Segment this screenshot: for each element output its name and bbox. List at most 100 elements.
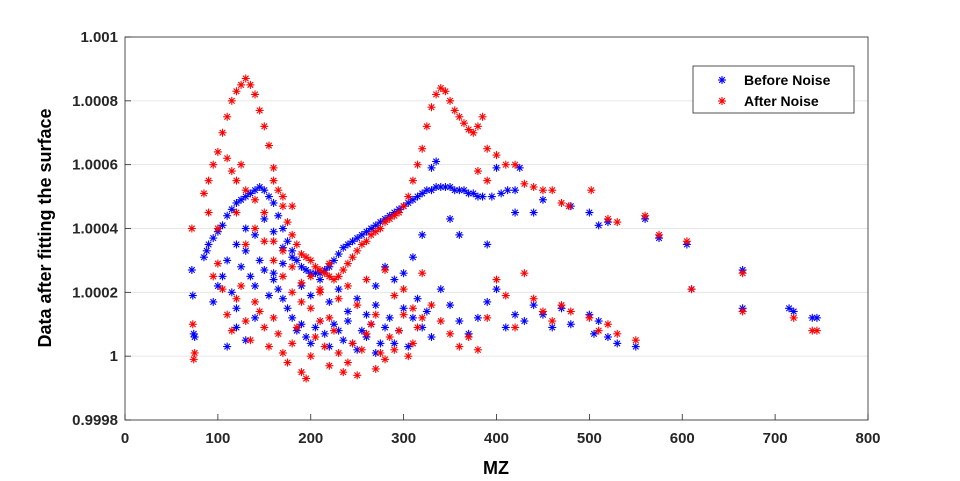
data-point — [418, 230, 427, 239]
data-point — [302, 374, 311, 383]
data-point — [204, 240, 213, 249]
data-point — [564, 202, 573, 211]
data-point — [404, 352, 413, 361]
data-point — [297, 278, 306, 287]
data-point — [297, 368, 306, 377]
data-point — [682, 237, 691, 246]
y-tick-label: 1.0008 — [72, 93, 118, 110]
data-point — [390, 211, 399, 220]
data-point — [334, 294, 343, 303]
data-point — [418, 269, 427, 278]
data-point — [255, 307, 264, 316]
data-point — [209, 297, 218, 306]
y-tick-label: 0.9998 — [72, 412, 118, 429]
data-point — [446, 329, 455, 338]
data-point — [399, 285, 408, 294]
data-point — [223, 310, 232, 319]
data-point — [232, 240, 241, 249]
data-point — [232, 294, 241, 303]
data-point — [464, 189, 473, 198]
data-point — [353, 301, 362, 310]
data-point — [418, 313, 427, 322]
data-point — [251, 224, 260, 233]
data-point — [390, 291, 399, 300]
data-point — [334, 250, 343, 259]
data-point — [278, 294, 287, 303]
data-point — [492, 151, 501, 160]
data-point — [812, 326, 821, 335]
data-point — [459, 186, 468, 195]
data-point — [283, 237, 292, 246]
data-point — [213, 147, 222, 156]
data-point — [483, 313, 492, 322]
data-point — [422, 307, 431, 316]
data-point — [585, 208, 594, 217]
data-point — [432, 183, 441, 192]
data-point — [436, 317, 445, 326]
data-point — [204, 208, 213, 217]
y-tick-label: 1.0004 — [72, 221, 119, 238]
data-point — [288, 339, 297, 348]
data-point — [501, 323, 510, 332]
data-point — [376, 348, 385, 357]
data-point — [292, 240, 301, 249]
data-point — [487, 192, 496, 201]
data-point — [362, 310, 371, 319]
y-tick-label: 1.0002 — [72, 284, 118, 301]
data-point — [223, 154, 232, 163]
data-point — [283, 218, 292, 227]
data-point — [655, 230, 664, 239]
data-point — [357, 230, 366, 239]
data-point — [302, 253, 311, 262]
data-point — [334, 272, 343, 281]
series-after-noise — [187, 74, 821, 383]
data-point — [213, 281, 222, 290]
data-point — [436, 285, 445, 294]
data-point — [367, 320, 376, 329]
data-point — [227, 96, 236, 105]
data-point — [511, 160, 520, 169]
data-point — [237, 80, 246, 89]
data-point — [348, 253, 357, 262]
data-point — [385, 333, 394, 342]
data-point — [288, 288, 297, 297]
data-point — [316, 275, 325, 284]
data-point — [187, 224, 196, 233]
data-point — [260, 323, 269, 332]
data-points — [187, 74, 821, 383]
data-point — [274, 211, 283, 220]
data-point — [251, 297, 260, 306]
data-point — [594, 317, 603, 326]
data-point — [278, 202, 287, 211]
data-point — [297, 297, 306, 306]
data-point — [189, 355, 198, 364]
data-point — [538, 195, 547, 204]
data-point — [288, 262, 297, 271]
data-point — [381, 218, 390, 227]
data-point — [188, 320, 197, 329]
series-before-noise — [187, 157, 821, 357]
data-point — [343, 358, 352, 367]
data-point — [255, 256, 264, 265]
data-point — [202, 246, 211, 255]
data-point — [278, 272, 287, 281]
data-point — [413, 160, 422, 169]
data-point — [260, 122, 269, 131]
data-point — [566, 307, 575, 316]
data-point — [227, 167, 236, 176]
data-point — [241, 192, 250, 201]
data-point — [478, 192, 487, 201]
data-point — [413, 192, 422, 201]
data-point — [269, 227, 278, 236]
data-point — [613, 339, 622, 348]
data-point — [213, 259, 222, 268]
data-point — [269, 269, 278, 278]
data-point — [223, 342, 232, 351]
data-point — [237, 160, 246, 169]
data-point — [441, 183, 450, 192]
data-point — [204, 176, 213, 185]
data-point — [223, 112, 232, 121]
data-point — [232, 87, 241, 96]
data-point — [353, 234, 362, 243]
